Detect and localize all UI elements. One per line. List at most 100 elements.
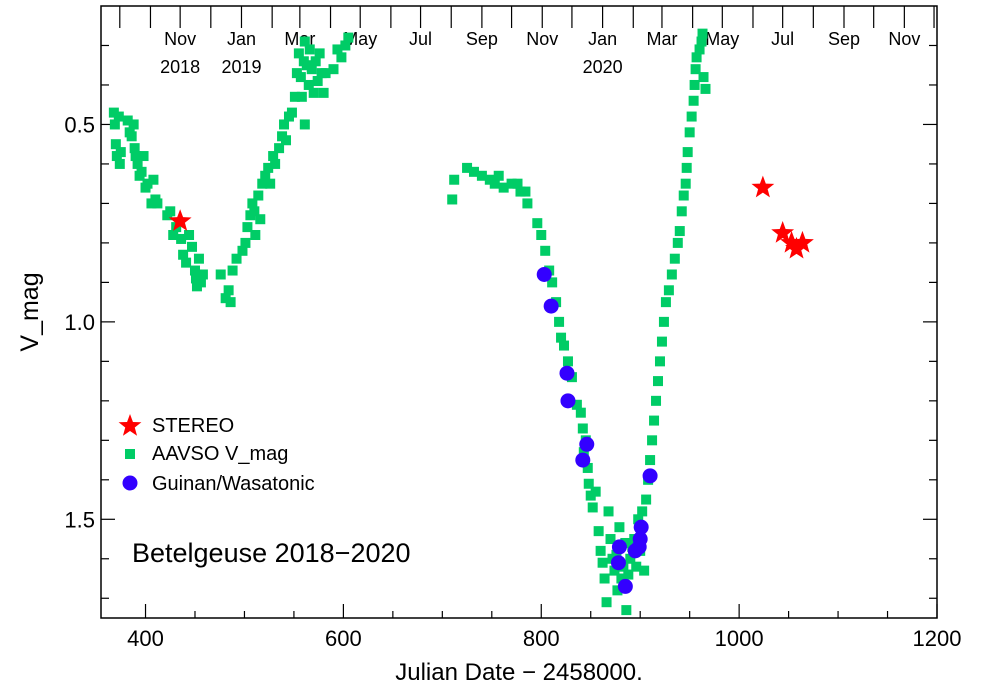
data-point-square <box>336 52 347 63</box>
data-point-square <box>578 447 589 458</box>
data-point-square <box>656 336 667 347</box>
data-point-square <box>696 36 707 47</box>
data-point-square <box>318 87 329 98</box>
data-point-circle <box>579 436 595 452</box>
data-point-square <box>187 241 198 252</box>
y-axis-label: V_mag <box>16 272 44 351</box>
data-point-square <box>571 399 582 410</box>
data-point-square <box>641 494 652 505</box>
data-point-square <box>130 151 141 162</box>
data-point-square <box>308 87 319 98</box>
data-point-square <box>240 237 251 248</box>
data-point-square <box>265 178 276 189</box>
data-point-square <box>314 48 325 59</box>
data-point-square <box>320 68 331 79</box>
data-point-square <box>637 506 648 517</box>
data-point-square <box>512 178 523 189</box>
data-point-square <box>663 285 674 296</box>
data-point-star <box>785 236 808 259</box>
data-point-square <box>547 277 558 288</box>
data-point-square <box>686 111 697 122</box>
data-point-square <box>649 415 660 426</box>
data-point-square <box>152 198 163 209</box>
data-point-square <box>225 297 236 308</box>
series-star <box>168 175 814 259</box>
data-point-square <box>658 316 669 327</box>
data-point-square <box>476 170 487 181</box>
points-layer <box>108 28 814 616</box>
data-point-square <box>115 147 126 158</box>
legend: STEREO AAVSO V_mag Guinan/Wasatonic <box>118 414 315 495</box>
data-point-square <box>682 147 693 158</box>
data-point-square <box>189 265 200 276</box>
data-point-circle <box>617 578 633 594</box>
x-tick-label: 800 <box>523 626 560 651</box>
legend-label-guinan: Guinan/Wasatonic <box>152 473 315 495</box>
data-point-square <box>522 198 533 209</box>
data-point-square <box>142 178 153 189</box>
data-point-square <box>605 534 616 545</box>
y-tick-label: 0.5 <box>64 112 95 137</box>
data-point-square <box>595 545 606 556</box>
legend-item-stereo: STEREO <box>118 414 234 437</box>
data-point-square <box>270 158 281 169</box>
data-point-square <box>293 48 304 59</box>
data-point-square <box>110 139 121 150</box>
data-point-square <box>678 190 689 201</box>
data-point-square <box>332 44 343 55</box>
data-point-square <box>132 158 143 169</box>
data-point-square <box>268 151 279 162</box>
data-point-square <box>165 206 176 217</box>
legend-marker-circle <box>122 475 138 491</box>
top-month-label: Sep <box>828 29 860 49</box>
data-point-square <box>587 502 598 513</box>
data-point-square <box>593 526 604 537</box>
data-point-square <box>633 514 644 525</box>
data-point-square <box>257 178 268 189</box>
top-month-label: Jan <box>588 29 617 49</box>
data-point-square <box>328 64 339 75</box>
data-point-square <box>623 569 634 580</box>
data-point-square <box>562 356 573 367</box>
data-point-square <box>616 573 627 584</box>
data-point-square <box>536 230 547 241</box>
legend-marker-star <box>118 414 142 436</box>
data-point-square <box>176 233 187 244</box>
data-point-square <box>653 376 664 387</box>
data-point-square <box>247 198 258 209</box>
data-point-square <box>279 119 290 130</box>
data-point-square <box>312 76 323 87</box>
data-point-square <box>249 206 260 217</box>
data-point-square <box>645 455 656 466</box>
top-year-label: 2020 <box>583 57 623 77</box>
legend-item-guinan: Guinan/Wasatonic <box>122 473 315 495</box>
data-point-square <box>582 462 593 473</box>
data-point-square <box>688 95 699 106</box>
data-point-circle <box>633 519 649 535</box>
data-point-star <box>168 209 192 231</box>
data-point-square <box>697 28 708 39</box>
data-point-square <box>556 332 567 343</box>
data-point-square <box>590 486 601 497</box>
data-point-circle <box>632 531 648 547</box>
data-point-square <box>242 222 253 233</box>
legend-marker-square <box>125 449 135 459</box>
data-point-square <box>114 158 125 169</box>
data-point-square <box>129 143 140 154</box>
data-point-square <box>654 356 665 367</box>
data-point-square <box>250 230 261 241</box>
data-point-square <box>255 214 266 225</box>
data-point-square <box>609 565 620 576</box>
series-square <box>108 28 711 616</box>
plot-frame <box>100 5 938 619</box>
data-point-square <box>603 506 614 517</box>
data-point-square <box>689 79 700 90</box>
data-point-square <box>520 186 531 197</box>
data-point-square <box>674 226 685 237</box>
top-month-label: Nov <box>526 29 558 49</box>
data-point-square <box>614 522 625 533</box>
data-point-square <box>599 573 610 584</box>
x-tick-label: 1000 <box>715 626 764 651</box>
y-tick-label: 1.0 <box>64 310 95 335</box>
